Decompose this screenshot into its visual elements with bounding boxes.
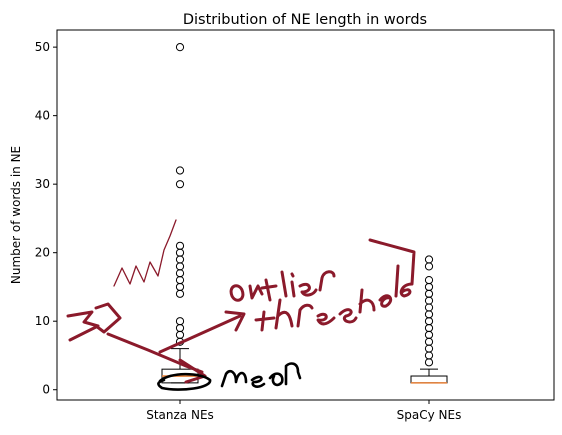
outlier-point <box>175 180 185 189</box>
outlier-point <box>424 282 434 292</box>
annotation-stroke <box>66 310 100 342</box>
chart-title: Distribution of NE length in words <box>183 12 427 28</box>
outlier-point <box>424 303 434 312</box>
outlier-point <box>175 262 185 271</box>
annotation-stroke <box>224 310 246 332</box>
plot-frame <box>56 29 555 401</box>
outlier-point <box>175 323 185 333</box>
annotation-stroke <box>94 302 122 334</box>
outlier-point <box>175 255 185 264</box>
outlier-point <box>424 275 434 285</box>
outlier-point <box>175 275 185 285</box>
outlier-point <box>175 166 185 175</box>
annotation-stroke <box>157 372 212 391</box>
outlier-point <box>424 330 434 340</box>
x-tick-label: Stanza NEs <box>146 408 214 422</box>
outlier-point <box>175 317 185 326</box>
outlier-point <box>424 289 434 298</box>
outlier-point <box>175 43 185 52</box>
outlier-point <box>424 296 434 305</box>
y-tick-label: 10 <box>35 314 50 328</box>
box-iqr <box>410 375 448 384</box>
outlier-point <box>175 241 185 250</box>
outlier-point <box>424 255 434 264</box>
annotation-stroke <box>113 219 177 287</box>
outlier-point <box>424 262 434 271</box>
box-series-2: SpaCy NEs <box>397 255 462 422</box>
outlier-point <box>424 317 434 326</box>
plot-area: 0 10 20 30 40 50 Stanza NEs SpaCy NEs <box>35 40 462 422</box>
outlier-point <box>175 248 185 257</box>
outlier-point <box>424 344 434 353</box>
x-tick-label: SpaCy NEs <box>397 408 462 422</box>
outlier-point <box>424 323 434 333</box>
outlier-point <box>424 351 434 360</box>
annotation-stroke <box>220 362 302 388</box>
y-tick-label: 0 <box>42 383 50 397</box>
outlier-point <box>175 282 185 292</box>
y-axis-label: Number of words in NE <box>9 146 23 284</box>
outlier-point <box>175 269 185 278</box>
annotation-stroke <box>229 270 336 302</box>
handwritten-annotations <box>66 219 416 391</box>
y-tick-label: 40 <box>35 109 50 123</box>
outlier-point <box>424 310 434 319</box>
outlier-point <box>175 289 185 298</box>
box-series-1: Stanza NEs <box>146 43 214 422</box>
outlier-point <box>424 337 434 346</box>
annotation-stroke <box>254 238 416 332</box>
annotation-stroke <box>158 314 242 354</box>
outlier-point <box>424 358 434 367</box>
y-tick-label: 50 <box>35 40 50 54</box>
y-tick-label: 20 <box>35 246 50 260</box>
y-tick-label: 30 <box>35 177 50 191</box>
outlier-point <box>175 330 185 340</box>
